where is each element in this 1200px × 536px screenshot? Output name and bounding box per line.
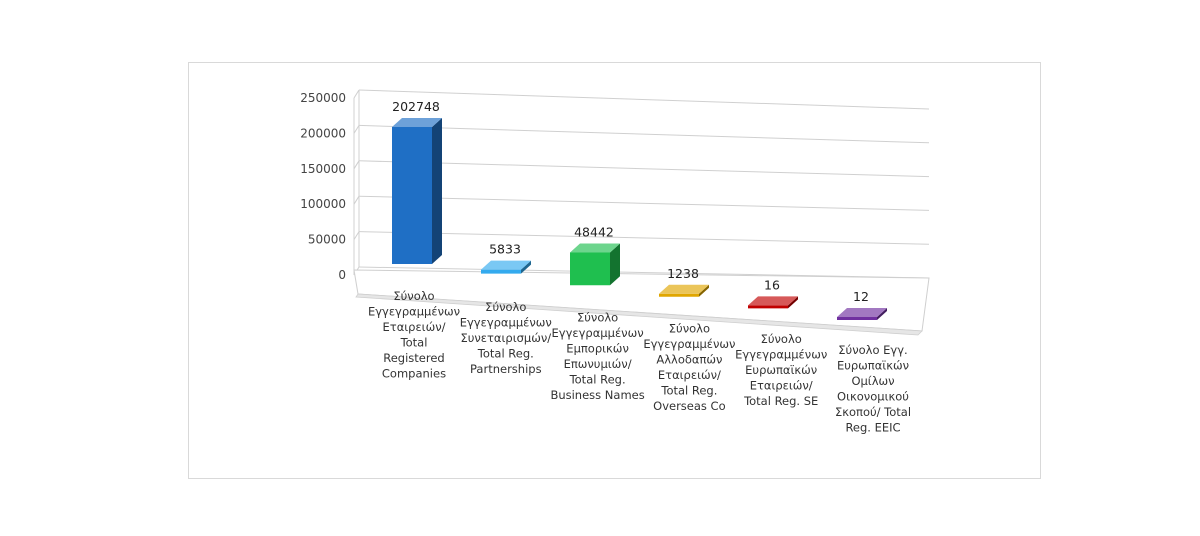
gridlines [353, 89, 930, 279]
category-label: Σύνολο Εγγ. Ευρωπαϊκών Ομίλων Οικονομικού Σκ… [835, 343, 911, 435]
category-label: Σύνολο Εγγεγραμμένων Εμπορικών Επωνυμιών/To… [550, 311, 644, 403]
y-tick-label: 250000 [300, 91, 346, 105]
data-label: 5833 [489, 242, 521, 257]
bar-top [392, 118, 442, 127]
category-label: Σύνολο Εγγεγραμμένων Εταιρειών/Total Regist… [368, 289, 460, 381]
bar-side [521, 260, 531, 274]
bar [392, 127, 432, 264]
bar-top [481, 260, 531, 270]
bar-top [570, 243, 620, 253]
bar-top [837, 308, 887, 317]
y-tick-label: 150000 [300, 162, 346, 176]
category-labels: Σύνολο Εγγεγραμμένων Εταιρειών/Total Regist… [368, 289, 911, 435]
gridline [358, 124, 930, 144]
gridline-side [353, 89, 360, 99]
floor-edge [355, 293, 923, 336]
category-label: Σύνολο Εγγεγραμμένων Αλλοδαπών Εταιρειών/To… [643, 321, 735, 413]
y-tick-label: 0 [338, 268, 346, 282]
y-tick-label: 100000 [300, 197, 346, 211]
gridline [358, 89, 930, 110]
data-label: 1238 [667, 266, 699, 281]
gridline-side [353, 231, 360, 240]
category-label: Σύνολο Εγγεγραμμένων Συνεταιρισμών/Total R… [460, 300, 552, 376]
gridline [358, 195, 930, 211]
bar [659, 293, 699, 297]
bar-side [610, 243, 620, 286]
bar [570, 252, 610, 286]
data-label: 48442 [574, 224, 614, 239]
gridline-side [353, 195, 360, 205]
gridline [358, 231, 930, 245]
category-label: Σύνολο Εγγεγραμμένων Ευρωπαϊκών Εταιρειών/T… [735, 332, 827, 408]
data-labels: 202748 5833 48442 1238 16 12 [392, 99, 869, 304]
data-label: 202748 [392, 99, 440, 114]
y-tick-label: 50000 [308, 233, 346, 247]
gridline [358, 160, 930, 178]
bar-top [659, 284, 709, 294]
bar [837, 317, 877, 320]
chart-floor [353, 269, 930, 336]
gridline-side [353, 160, 360, 170]
bar-side [877, 308, 887, 320]
bars [392, 118, 887, 320]
bar [481, 269, 521, 274]
data-label: 16 [764, 277, 780, 292]
gridline [358, 266, 930, 279]
bar-side [432, 118, 442, 264]
bar-chart: 0 50000 100000 150000 200000 250000 202748 583… [300, 89, 930, 435]
bar [748, 305, 788, 309]
gridline-side [353, 125, 360, 134]
y-tick-label: 200000 [300, 126, 346, 140]
bar-side [699, 284, 709, 297]
bar-top [748, 296, 798, 306]
chart-frame: 0 50000 100000 150000 200000 250000 202748 583… [188, 62, 1041, 479]
bar-side [788, 296, 798, 309]
data-label: 12 [853, 289, 869, 304]
y-axis-ticks: 0 50000 100000 150000 200000 250000 [300, 91, 346, 282]
